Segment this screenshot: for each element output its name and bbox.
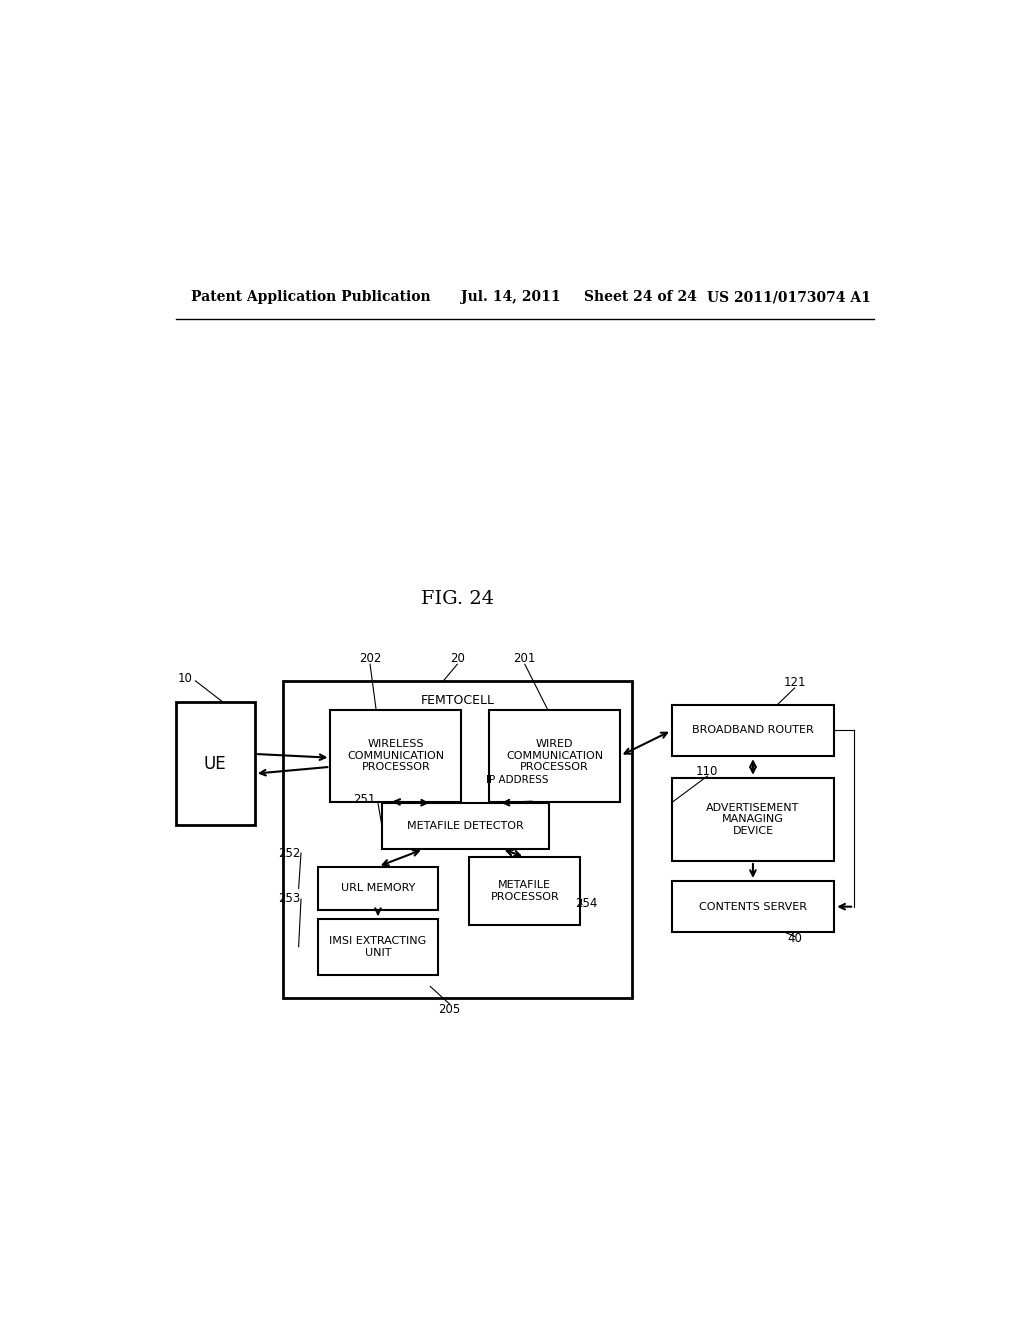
Bar	[331, 710, 462, 801]
Text: Jul. 14, 2011: Jul. 14, 2011	[461, 290, 561, 305]
Text: METAFILE
PROCESSOR: METAFILE PROCESSOR	[490, 880, 559, 902]
Text: 251: 251	[353, 793, 376, 807]
Text: 110: 110	[696, 764, 719, 777]
Text: ADVERTISEMENT
MANAGING
DEVICE: ADVERTISEMENT MANAGING DEVICE	[707, 803, 800, 836]
Text: IP ADDRESS: IP ADDRESS	[485, 775, 548, 785]
Text: 121: 121	[783, 676, 806, 689]
Text: FEMTOCELL: FEMTOCELL	[420, 693, 495, 706]
Text: 205: 205	[438, 1003, 461, 1016]
Bar	[489, 710, 621, 801]
Bar	[672, 880, 835, 932]
Bar	[176, 702, 255, 825]
Text: 10: 10	[178, 672, 193, 685]
Bar	[318, 919, 437, 974]
Text: 40: 40	[787, 932, 802, 945]
Text: URL MEMORY: URL MEMORY	[341, 883, 415, 894]
Text: IMSI EXTRACTING
UNIT: IMSI EXTRACTING UNIT	[330, 936, 427, 957]
Bar	[299, 789, 612, 986]
Bar	[318, 867, 437, 911]
Bar	[672, 705, 835, 756]
Text: BROADBAND ROUTER: BROADBAND ROUTER	[692, 726, 814, 735]
Text: 201: 201	[514, 652, 536, 665]
Text: FIG. 24: FIG. 24	[421, 590, 494, 609]
Text: UE: UE	[204, 755, 226, 772]
Bar	[283, 681, 632, 998]
Bar	[382, 803, 549, 849]
Text: CONTENTS SERVER: CONTENTS SERVER	[699, 902, 807, 912]
Text: 202: 202	[358, 652, 381, 665]
Text: METAFILE DETECTOR: METAFILE DETECTOR	[407, 821, 523, 832]
Text: WIRELESS
COMMUNICATION
PROCESSOR: WIRELESS COMMUNICATION PROCESSOR	[347, 739, 444, 772]
Bar	[672, 777, 835, 861]
Text: WIRED
COMMUNICATION
PROCESSOR: WIRED COMMUNICATION PROCESSOR	[506, 739, 603, 772]
Text: 254: 254	[575, 896, 598, 909]
Text: Sheet 24 of 24: Sheet 24 of 24	[585, 290, 697, 305]
Text: 253: 253	[278, 892, 300, 904]
Text: Patent Application Publication: Patent Application Publication	[191, 290, 431, 305]
Bar	[469, 857, 581, 924]
Text: US 2011/0173074 A1: US 2011/0173074 A1	[708, 290, 871, 305]
Text: 252: 252	[278, 846, 300, 859]
Text: 20: 20	[450, 652, 465, 665]
